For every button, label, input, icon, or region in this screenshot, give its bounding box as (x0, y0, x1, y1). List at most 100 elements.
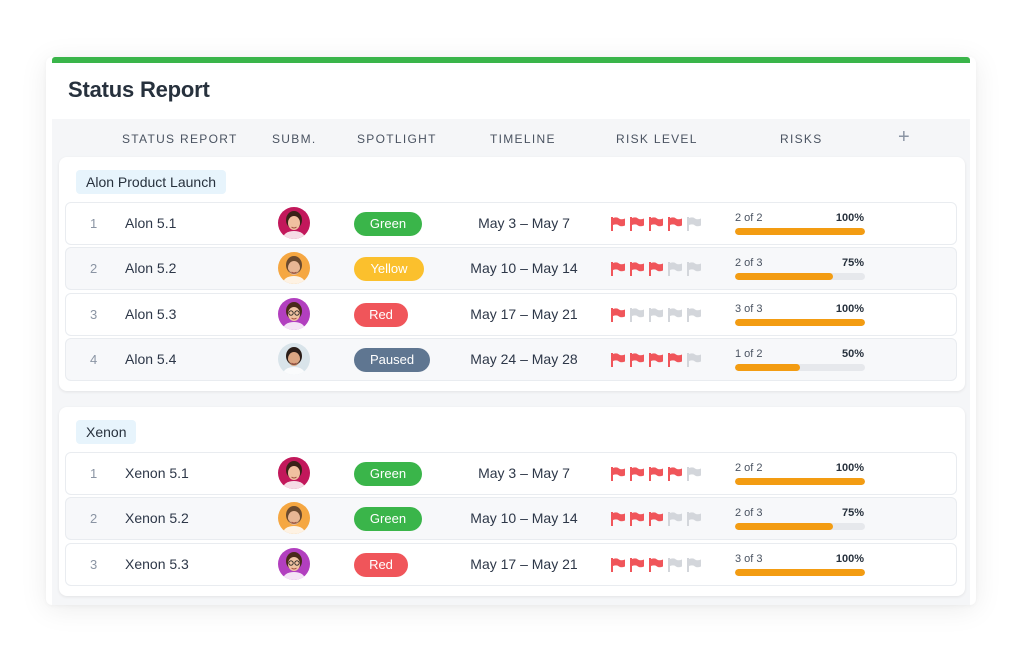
flag-icon (610, 557, 626, 573)
risk-count: 2 of 3 (735, 507, 763, 519)
timeline-range: May 24 – May 28 (446, 339, 602, 380)
flag-icon (648, 261, 664, 277)
status-badge[interactable]: Yellow (354, 257, 424, 281)
timeline-range: May 3 – May 7 (446, 203, 602, 244)
column-header-spotlight[interactable]: SPOTLIGHT (357, 132, 437, 146)
flag-icon (667, 216, 683, 232)
table-row[interactable]: 3 Alon 5.3 Red May 17 – May 21 3 of 3 100% (65, 293, 957, 336)
row-number: 3 (90, 294, 97, 335)
flag-icon (610, 261, 626, 277)
column-header-risk-level[interactable]: RISK LEVEL (616, 132, 698, 146)
timeline-range: May 3 – May 7 (446, 453, 602, 494)
row-number: 4 (90, 339, 97, 380)
flag-icon (610, 352, 626, 368)
table-row[interactable]: 4 Alon 5.4 Paused May 24 – May 28 1 of 2 50% (65, 338, 957, 381)
risk-percent: 50% (834, 348, 864, 360)
submitter-avatar[interactable] (278, 548, 310, 580)
timeline-range: May 17 – May 21 (446, 544, 602, 585)
table-row[interactable]: 1 Xenon 5.1 Green May 3 – May 7 2 of 2 100% (65, 452, 957, 495)
row-name[interactable]: Xenon 5.2 (125, 498, 189, 539)
submitter-avatar[interactable] (278, 207, 310, 239)
column-header-row: STATUS REPORT SUBM. SPOTLIGHT TIMELINE R… (46, 119, 976, 159)
flag-icon (629, 352, 645, 368)
flag-icon (667, 511, 683, 527)
risk-count: 3 of 3 (735, 553, 763, 565)
timeline-range: May 10 – May 14 (446, 248, 602, 289)
submitter-avatar[interactable] (278, 343, 310, 375)
risk-progress-fill (735, 569, 865, 576)
flag-icon (629, 557, 645, 573)
risk-progress-bar (735, 273, 865, 280)
flag-icon (648, 466, 664, 482)
add-column-button[interactable]: + (898, 127, 910, 147)
table-row[interactable]: 1 Alon 5.1 Green May 3 – May 7 2 of 2 100% (65, 202, 957, 245)
flag-icon (629, 216, 645, 232)
risk-progress-bar (735, 319, 865, 326)
submitter-avatar[interactable] (278, 252, 310, 284)
risk-count: 1 of 2 (735, 348, 763, 360)
submitter-avatar[interactable] (278, 298, 310, 330)
row-name[interactable]: Xenon 5.1 (125, 453, 189, 494)
risk-progress-bar (735, 569, 865, 576)
group-section: Alon Product Launch 1 Alon 5.1 Green May 3 –… (59, 157, 965, 391)
row-name[interactable]: Alon 5.3 (125, 294, 176, 335)
risk-count: 2 of 2 (735, 212, 763, 224)
risk-progress-fill (735, 523, 833, 530)
risk-count: 2 of 2 (735, 462, 763, 474)
row-name[interactable]: Alon 5.2 (125, 248, 176, 289)
risk-progress-fill (735, 319, 865, 326)
risk-progress-bar (735, 364, 865, 371)
flag-icon (629, 466, 645, 482)
risk-percent: 100% (834, 553, 864, 565)
row-number: 1 (90, 203, 97, 244)
column-header-status-report[interactable]: STATUS REPORT (122, 132, 238, 146)
status-report-card: Status Report STATUS REPORT SUBM. SPOTLI… (46, 57, 976, 605)
status-badge[interactable]: Green (354, 507, 422, 531)
submitter-avatar[interactable] (278, 502, 310, 534)
group-label[interactable]: Xenon (76, 420, 136, 444)
risk-percent: 100% (834, 212, 864, 224)
submitter-avatar[interactable] (278, 457, 310, 489)
column-header-submitter[interactable]: SUBM. (272, 132, 317, 146)
risk-count: 2 of 3 (735, 257, 763, 269)
flag-icon (648, 511, 664, 527)
timeline-range: May 17 – May 21 (446, 294, 602, 335)
flag-icon (686, 261, 702, 277)
column-header-risks[interactable]: RISKS (780, 132, 823, 146)
flag-icon (686, 511, 702, 527)
flag-icon (686, 557, 702, 573)
flag-icon (629, 261, 645, 277)
risk-percent: 75% (834, 507, 864, 519)
table-row[interactable]: 2 Alon 5.2 Yellow May 10 – May 14 2 of 3 75% (65, 247, 957, 290)
risk-progress-fill (735, 364, 800, 371)
risk-progress-fill (735, 273, 833, 280)
table-row[interactable]: 3 Xenon 5.3 Red May 17 – May 21 3 of 3 100% (65, 543, 957, 586)
accent-bar (52, 57, 970, 63)
flag-icon (648, 352, 664, 368)
flag-icon (686, 466, 702, 482)
risk-percent: 100% (834, 462, 864, 474)
status-badge[interactable]: Green (354, 212, 422, 236)
status-badge[interactable]: Paused (354, 348, 430, 372)
status-badge[interactable]: Red (354, 303, 408, 327)
risk-progress-bar (735, 478, 865, 485)
flag-icon (648, 216, 664, 232)
row-name[interactable]: Alon 5.4 (125, 339, 176, 380)
flag-icon (629, 307, 645, 323)
risk-percent: 75% (834, 257, 864, 269)
row-name[interactable]: Xenon 5.3 (125, 544, 189, 585)
table-row[interactable]: 2 Xenon 5.2 Green May 10 – May 14 2 of 3 75% (65, 497, 957, 540)
status-badge[interactable]: Green (354, 462, 422, 486)
timeline-range: May 10 – May 14 (446, 498, 602, 539)
status-badge[interactable]: Red (354, 553, 408, 577)
flag-icon (667, 466, 683, 482)
column-header-timeline[interactable]: TIMELINE (490, 132, 556, 146)
risk-percent: 100% (834, 303, 864, 315)
row-name[interactable]: Alon 5.1 (125, 203, 176, 244)
flag-icon (648, 557, 664, 573)
group-label[interactable]: Alon Product Launch (76, 170, 226, 194)
flag-icon (686, 307, 702, 323)
risk-progress-bar (735, 228, 865, 235)
flag-icon (610, 466, 626, 482)
